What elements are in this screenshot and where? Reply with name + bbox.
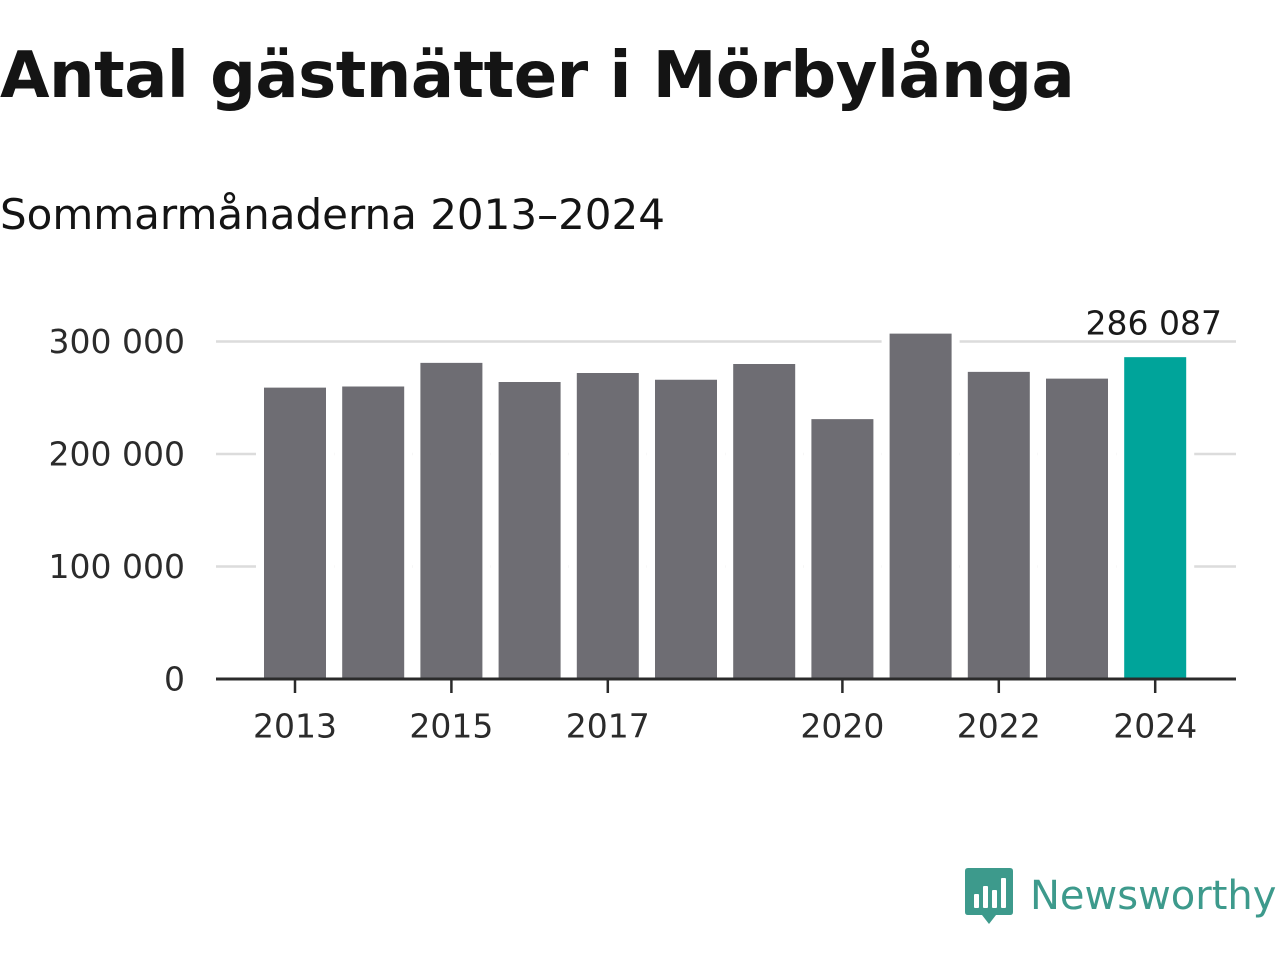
chart-subtitle: Sommarmånaderna 2013–2024 [0, 190, 665, 239]
x-axis: 2013 2015 2017 2020 2022 2024 [216, 677, 1236, 746]
y-axis-labels: 0 100 000 200 000 300 000 [49, 322, 185, 699]
bar-2016 [498, 382, 561, 679]
bar-2015 [420, 362, 483, 679]
bar-2013 [264, 387, 326, 679]
brand-name: Newsworthy [1030, 873, 1277, 919]
x-tick-label: 2017 [566, 707, 650, 746]
chart-title: Antal gästnätter i Mörbylånga [0, 39, 1075, 113]
x-tick-label: 2020 [800, 707, 884, 746]
bar-2021 [889, 333, 952, 679]
x-tick-label: 2024 [1113, 707, 1197, 746]
x-tick-label: 2013 [253, 707, 337, 746]
y-tick-label: 200 000 [49, 435, 185, 474]
x-tick-label: 2015 [409, 707, 493, 746]
bars [256, 333, 1195, 679]
newsworthy-logo: Newsworthy [964, 864, 1276, 928]
bar-2018 [655, 379, 717, 679]
bar-2017 [576, 373, 639, 679]
y-tick-label: 300 000 [49, 322, 185, 361]
y-tick-label: 0 [164, 660, 185, 699]
annotations: 286 087 [1083, 301, 1225, 346]
bar-chart-speech-bubble-icon [965, 868, 1013, 924]
bar-2019 [733, 364, 796, 679]
bar-2022 [967, 371, 1030, 679]
bar-2024 [1124, 357, 1187, 679]
bar-2020 [811, 419, 874, 679]
highlight-value-label: 286 087 [1086, 304, 1222, 343]
bar-2023 [1046, 378, 1108, 679]
y-tick-label: 100 000 [49, 547, 185, 586]
bar-2014 [342, 386, 405, 679]
x-tick-label: 2022 [957, 707, 1041, 746]
